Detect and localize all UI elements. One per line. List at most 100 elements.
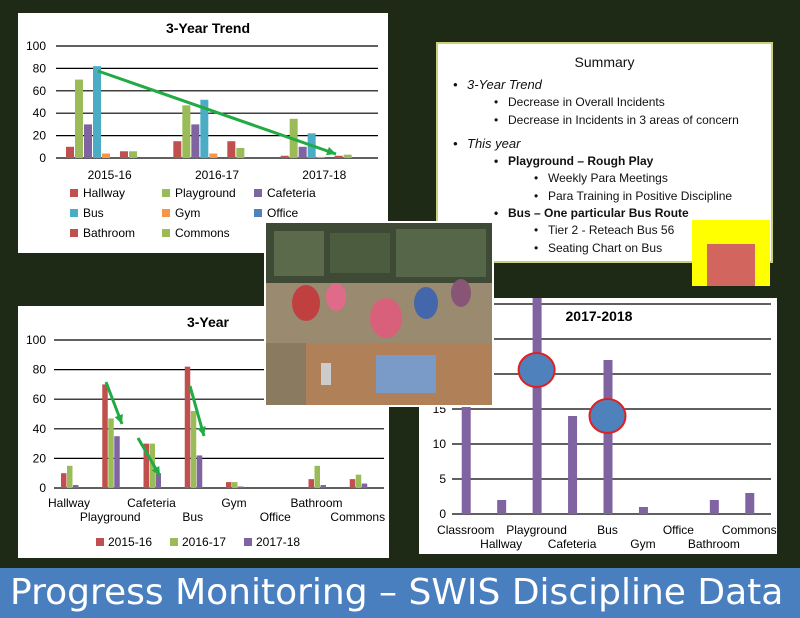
bar-bus <box>93 66 101 158</box>
bar-bathroom <box>320 485 326 488</box>
bar-commons <box>343 154 352 158</box>
trend-chart-panel: 3-Year Trend 0 20 40 60 80 100 2015-16 2016-17 20… <box>18 13 388 253</box>
legend-swatch <box>254 209 262 217</box>
y-tick-label: 20 <box>33 129 47 143</box>
bar-commons <box>745 493 755 514</box>
red-square <box>707 244 755 286</box>
x-tick-label: Office <box>260 510 291 524</box>
bar-playground <box>75 79 83 158</box>
summary-subitem: • Tier 2 - Reteach Bus 56 <box>534 223 675 237</box>
x-tick-label: Bus <box>597 523 618 537</box>
x-tick-label: 2017-18 <box>302 168 346 182</box>
bar-playground <box>108 418 114 488</box>
bar-bathroom <box>709 500 719 514</box>
trend-arrow-head <box>326 146 336 156</box>
summary-item-bus: • Bus – One particular Bus Route <box>494 206 689 220</box>
bar-cafeteria <box>149 443 155 488</box>
legend-label: 2017-18 <box>256 535 300 549</box>
bar-hallway <box>73 485 79 488</box>
highlight-circle <box>588 398 627 434</box>
bar-bathroom <box>334 155 343 158</box>
y-tick-label: 40 <box>33 106 47 120</box>
bar-bathroom <box>308 479 314 488</box>
summary-item: • Decrease in Overall Incidents <box>494 95 665 109</box>
bar-bathroom <box>314 465 320 488</box>
bar-cafeteria <box>191 124 200 158</box>
legend-swatch <box>96 538 104 546</box>
summary-heading-trend: • 3-Year Trend <box>453 77 542 92</box>
x-tick-label: Bathroom <box>290 496 342 510</box>
y-tick-label: 100 <box>26 39 46 53</box>
y-tick-label: 0 <box>439 507 446 521</box>
y-tick-label: 0 <box>39 481 46 495</box>
y-tick-label: 80 <box>33 61 47 75</box>
legend-label: Bathroom <box>83 226 135 240</box>
x-tick-label: Gym <box>221 496 246 510</box>
decrease-arrow-head <box>151 466 160 476</box>
x-tick-label: 2015-16 <box>88 168 132 182</box>
legend-swatch <box>244 538 252 546</box>
y-tick-label: 0 <box>39 151 46 165</box>
bar-bus <box>200 99 209 158</box>
bar-gym <box>102 153 110 158</box>
bar-hallway <box>173 141 182 158</box>
bar-gym <box>316 156 325 158</box>
page-banner: Progress Monitoring – SWIS Discipline Da… <box>0 568 800 618</box>
bar-bus <box>603 360 613 514</box>
x-tick-label: Cafeteria <box>127 496 176 510</box>
bar-gym <box>638 507 648 514</box>
chart-title: 3-Year Trend <box>166 20 250 36</box>
y-tick-label: 80 <box>33 363 47 377</box>
bar-hallway <box>67 465 73 488</box>
chart-title: 2017-2018 <box>566 308 633 324</box>
bar-commons <box>236 147 245 158</box>
bar-hallway <box>66 146 74 158</box>
legend-swatch <box>162 209 170 217</box>
x-tick-label: Cafeteria <box>548 537 597 551</box>
bar-commons <box>355 474 362 488</box>
bar-playground <box>114 436 120 488</box>
bar-hallway <box>280 155 289 158</box>
bar-bathroom <box>120 151 128 158</box>
bar-cafeteria <box>143 443 149 488</box>
trend-chart: 3-Year Trend 0 20 40 60 80 100 2015-16 2016-17 20… <box>26 20 378 240</box>
bar-bus <box>190 411 197 488</box>
legend-swatch <box>162 189 170 197</box>
x-tick-label: Bus <box>182 510 203 524</box>
bar-gym <box>232 482 238 488</box>
bar-cafeteria <box>298 146 307 158</box>
summary-item-playground: • Playground – Rough Play <box>494 154 654 168</box>
legend-swatch <box>70 229 78 237</box>
y-tick-label: 5 <box>439 472 446 486</box>
summary-subitem: • Para Training in Positive Discipline <box>534 189 733 203</box>
decrease-arrow-head <box>197 426 206 436</box>
bar-bathroom <box>227 141 236 158</box>
bar-commons <box>349 479 356 488</box>
y-tick-label: 60 <box>33 392 47 406</box>
legend-label: Bus <box>83 206 104 220</box>
decrease-arrow-head <box>114 414 123 424</box>
y-tick-label: 100 <box>26 333 46 347</box>
bar-hallway <box>61 473 67 488</box>
y-tick-label: 60 <box>33 84 47 98</box>
x-tick-label: Playground <box>506 523 567 537</box>
x-tick-label: Gym <box>630 537 655 551</box>
y-tick-label: 20 <box>33 451 47 465</box>
chart-title: 3-Year <box>187 314 230 330</box>
bar-playground <box>102 384 108 488</box>
legend-label: Hallway <box>83 186 125 200</box>
legend-label: Commons <box>175 226 230 240</box>
y-tick-label: 40 <box>33 422 47 436</box>
x-tick-label: Commons <box>330 510 385 524</box>
bar-gym <box>209 153 218 158</box>
bar-commons <box>129 151 137 158</box>
bar-hallway <box>497 500 507 514</box>
summary-heading-year: • This year <box>453 136 521 151</box>
x-tick-label: Hallway <box>48 496 90 510</box>
x-tick-label: Hallway <box>480 537 522 551</box>
x-tick-label: 2016-17 <box>195 168 239 182</box>
bar-playground <box>532 298 542 514</box>
bar-cafeteria <box>84 124 92 158</box>
bar-bus <box>184 366 191 488</box>
summary-title: Summary <box>574 54 635 70</box>
